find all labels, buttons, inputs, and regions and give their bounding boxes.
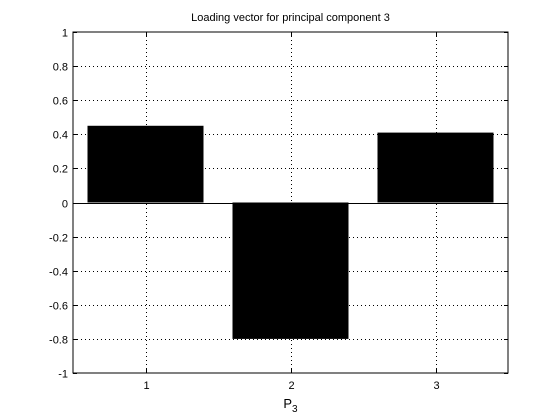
ticks — [73, 32, 508, 374]
x-tick-labels: 1 2 3 — [143, 380, 439, 392]
x-axis-label-subscript: 3 — [292, 404, 298, 415]
y-tick-label: 0.6 — [53, 96, 68, 108]
bar-3 — [377, 132, 494, 203]
x-axis-label: P3 — [283, 396, 298, 415]
y-tick-label: -1 — [58, 369, 68, 381]
bars — [87, 125, 494, 339]
chart-title: Loading vector for principal component 3 — [191, 12, 390, 24]
x-tick-label: 2 — [288, 380, 294, 392]
y-tick-label: -0.6 — [49, 301, 68, 313]
y-tick-label: 1 — [62, 28, 68, 40]
x-tick-label: 3 — [433, 380, 439, 392]
bar-2 — [232, 202, 349, 339]
y-tick-label: 0.2 — [53, 164, 68, 176]
y-tick-label: 0.8 — [53, 62, 68, 74]
y-tick-labels: -1 -0.8 -0.6 -0.4 -0.2 0 0.2 0.4 0.6 0.8 1 — [49, 28, 68, 381]
y-tick-label: -0.4 — [49, 267, 68, 279]
y-tick-label: 0 — [62, 199, 68, 211]
bar-1 — [87, 125, 204, 203]
y-tick-label: -0.2 — [49, 233, 68, 245]
x-tick-label: 1 — [143, 380, 149, 392]
axes-box — [72, 31, 509, 374]
y-tick-label: -0.8 — [49, 335, 68, 347]
x-axis-label-main: P — [283, 396, 292, 411]
y-tick-label: 0.4 — [53, 130, 68, 142]
